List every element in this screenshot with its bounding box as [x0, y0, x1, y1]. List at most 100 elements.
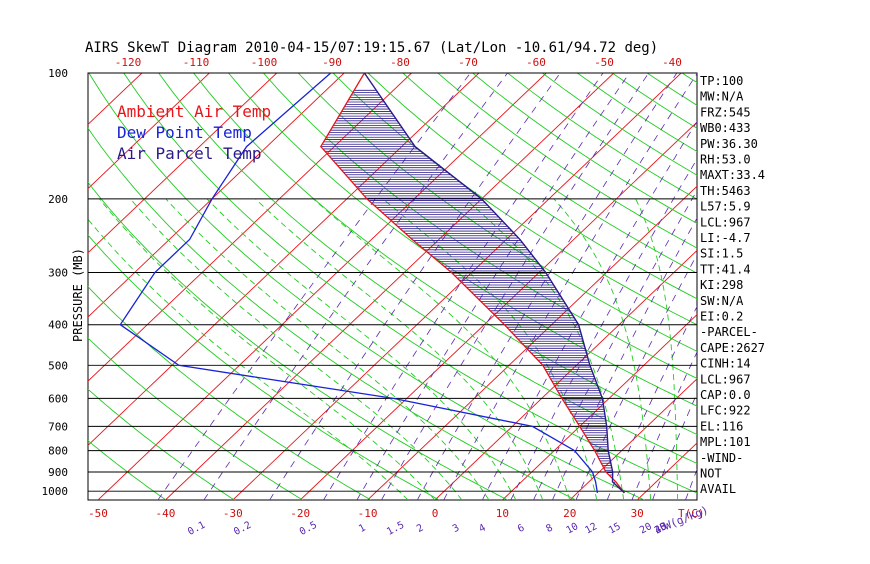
dry-adiabat-line	[787, 73, 870, 500]
stability-index: -PARCEL-	[700, 325, 758, 339]
top-temp-tick: -120	[115, 56, 142, 69]
top-temp-tick: -50	[594, 56, 614, 69]
stability-index: CINH:14	[700, 357, 751, 371]
stability-index: MPL:101	[700, 435, 751, 449]
dry-adiabat-line	[647, 73, 870, 500]
stability-index: -WIND-	[700, 451, 743, 465]
top-temp-tick: -70	[458, 56, 478, 69]
stability-index: L57:5.9	[700, 200, 751, 214]
mixing-ratio-tick: 15	[607, 521, 623, 536]
stability-index: MAXT:33.4	[700, 168, 765, 182]
pressure-tick-label: 1000	[42, 485, 69, 498]
bottom-temp-tick: 20	[563, 507, 576, 520]
stability-index: MW:N/A	[700, 90, 744, 104]
mixing-ratio-tick: 20	[638, 521, 654, 536]
chart-title: AIRS SkewT Diagram 2010-04-15/07:19:15.6…	[85, 40, 658, 56]
pressure-tick-label: 600	[48, 392, 68, 405]
bottom-temp-tick: 0	[432, 507, 439, 520]
mixing-ratio-tick: 1.5	[385, 520, 406, 538]
stability-index: RH:53.0	[700, 153, 751, 167]
top-temp-tick: -60	[526, 56, 546, 69]
y-axis-label: PRESSURE (MB)	[71, 248, 85, 342]
dry-adiabat-line	[822, 73, 870, 500]
isotherm-line	[31, 73, 479, 500]
stability-index: KI:298	[700, 278, 743, 292]
mixing-ratio-tick: 6	[516, 523, 526, 536]
legend-ambient-temp: Ambient Air Temp	[117, 102, 271, 121]
dry-adiabat-line	[752, 73, 870, 500]
top-temp-tick: -90	[322, 56, 342, 69]
isotherm-line	[435, 73, 870, 500]
pressure-tick-label: 800	[48, 445, 68, 458]
pressure-tick-label: 100	[48, 67, 68, 80]
stability-index: LFC:922	[700, 404, 751, 418]
mixing-ratio-tick: 0.2	[232, 520, 253, 538]
stability-index: LI:-4.7	[700, 231, 751, 245]
stability-index: CAP:0.0	[700, 388, 751, 402]
isotherm-line	[0, 73, 7, 500]
dry-adiabat-line	[473, 73, 870, 500]
dry-adiabat-line	[368, 73, 870, 500]
pressure-tick-label: 900	[48, 466, 68, 479]
stability-index: LCL:967	[700, 215, 751, 229]
dry-adiabat-line	[333, 73, 870, 500]
mixing-ratio-tick: 0.5	[298, 520, 319, 538]
stability-index: AVAIL	[700, 482, 736, 496]
mixing-ratio-tick: 8	[544, 523, 554, 536]
bottom-temp-tick: -10	[358, 507, 378, 520]
stability-index: TP:100	[700, 74, 743, 88]
stability-index: EI:0.2	[700, 310, 743, 324]
legend-dew-point: Dew Point Temp	[117, 123, 252, 142]
moist-adiabat-line	[166, 199, 489, 500]
bottom-temp-tick: 10	[496, 507, 509, 520]
bottom-temp-tick: -50	[88, 507, 108, 520]
isotherm-line	[0, 73, 75, 500]
pressure-tick-label: 500	[48, 359, 68, 372]
bottom-temp-tick: -30	[223, 507, 243, 520]
mixing-ratio-tick: 12	[583, 521, 599, 536]
moist-adiabat-lines	[72, 199, 757, 500]
moist-adiabat-line	[100, 199, 436, 500]
mixing-ratio-tick: 10	[564, 521, 580, 536]
top-temperature-ticks: -120-110-100-90-80-70-60-50-40	[115, 56, 682, 69]
dry-adiabat-line	[508, 73, 870, 500]
mixing-ratio-tick: 4	[477, 523, 487, 536]
dry-adiabat-line	[856, 73, 870, 500]
bottom-temp-tick: -40	[155, 507, 175, 520]
moist-adiabat-line	[207, 199, 516, 500]
stability-index: TT:41.4	[700, 262, 751, 276]
legend: Ambient Air Temp Dew Point Temp Air Parc…	[117, 102, 271, 163]
pressure-tick-label: 200	[48, 193, 68, 206]
pressure-tick-label: 400	[48, 319, 68, 332]
mixing-ratio-tick: 2	[415, 523, 425, 536]
mixing-ratio-line	[270, 73, 561, 500]
stability-index: WB0:433	[700, 121, 751, 135]
moist-adiabat-line	[72, 199, 408, 500]
stability-index: LCL:967	[700, 372, 751, 386]
legend-air-parcel: Air Parcel Temp	[117, 144, 262, 163]
stability-index: NOT	[700, 467, 722, 481]
pressure-tick-label: 700	[48, 420, 68, 433]
stability-index: FRZ:545	[700, 105, 751, 119]
moist-adiabat-line	[636, 199, 678, 500]
stability-index: PW:36.30	[700, 137, 758, 151]
stability-index: EL:116	[700, 419, 743, 433]
moist-adiabat-line	[465, 199, 624, 500]
stability-index: SW:N/A	[700, 294, 744, 308]
isotherm-line	[233, 73, 681, 500]
mixing-ratio-tick: 0.1	[186, 520, 207, 538]
stability-index: SI:1.5	[700, 247, 743, 261]
top-temp-tick: -110	[183, 56, 210, 69]
stability-index: TH:5463	[700, 184, 751, 198]
top-temp-tick: -40	[662, 56, 682, 69]
stability-index: CAPE:2627	[700, 341, 765, 355]
top-temp-tick: -100	[251, 56, 278, 69]
bottom-temp-tick: -20	[290, 507, 310, 520]
mixing-ratio-tick: 1	[357, 523, 367, 536]
